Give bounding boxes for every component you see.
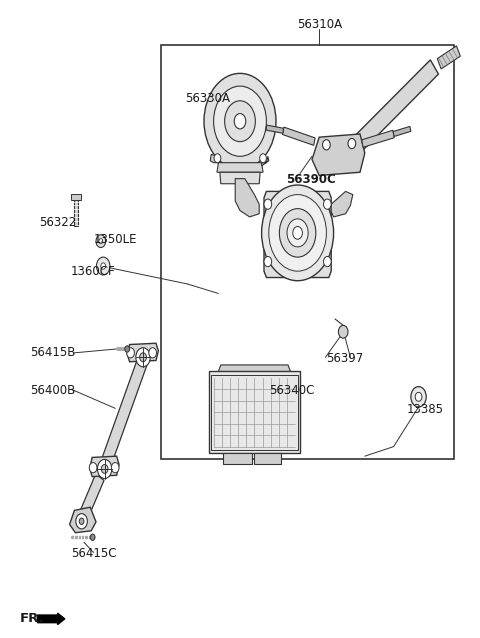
Text: 56340C: 56340C	[269, 384, 314, 397]
Circle shape	[214, 86, 266, 156]
Circle shape	[293, 226, 302, 239]
Polygon shape	[362, 130, 394, 147]
Text: 1350LE: 1350LE	[94, 233, 137, 246]
Text: 56322: 56322	[39, 216, 77, 228]
Circle shape	[338, 325, 348, 338]
Circle shape	[140, 353, 146, 362]
Polygon shape	[235, 179, 259, 217]
Polygon shape	[262, 156, 269, 166]
Polygon shape	[264, 191, 331, 278]
Circle shape	[89, 463, 97, 473]
Circle shape	[79, 518, 84, 524]
Circle shape	[96, 257, 110, 275]
Polygon shape	[100, 359, 147, 470]
Bar	[211, 375, 298, 450]
Polygon shape	[282, 127, 315, 145]
FancyArrow shape	[37, 613, 65, 625]
Circle shape	[125, 346, 130, 352]
Circle shape	[97, 459, 112, 478]
Text: 56415C: 56415C	[71, 547, 117, 560]
Polygon shape	[220, 172, 260, 184]
Polygon shape	[331, 191, 353, 217]
Polygon shape	[223, 453, 252, 464]
Circle shape	[204, 73, 276, 169]
Circle shape	[76, 514, 87, 529]
Polygon shape	[254, 453, 281, 464]
Polygon shape	[74, 199, 78, 226]
Text: 1360CF: 1360CF	[71, 265, 116, 278]
Circle shape	[136, 348, 150, 367]
Circle shape	[225, 101, 255, 142]
Polygon shape	[342, 60, 438, 163]
Bar	[209, 371, 300, 453]
Polygon shape	[127, 343, 158, 362]
Circle shape	[279, 209, 316, 257]
Text: 56390C: 56390C	[286, 174, 336, 186]
Text: 56400B: 56400B	[30, 384, 75, 397]
Circle shape	[262, 185, 334, 281]
Circle shape	[101, 464, 108, 473]
Text: 56397: 56397	[326, 352, 364, 365]
Circle shape	[324, 256, 331, 267]
Text: 13385: 13385	[407, 403, 444, 416]
Circle shape	[90, 534, 95, 540]
Circle shape	[99, 239, 103, 244]
Text: 56310A: 56310A	[297, 18, 342, 31]
Circle shape	[323, 140, 330, 150]
Circle shape	[324, 199, 331, 209]
Polygon shape	[218, 365, 290, 371]
Circle shape	[101, 263, 106, 269]
Circle shape	[260, 154, 266, 163]
Text: 56330A: 56330A	[185, 93, 230, 105]
Circle shape	[234, 114, 246, 129]
Polygon shape	[217, 163, 263, 172]
Circle shape	[348, 138, 356, 149]
Circle shape	[269, 195, 326, 271]
Circle shape	[149, 348, 156, 358]
Circle shape	[264, 199, 272, 209]
Circle shape	[214, 154, 221, 163]
Polygon shape	[312, 134, 365, 175]
Circle shape	[111, 463, 119, 473]
Circle shape	[96, 235, 106, 248]
Polygon shape	[210, 154, 218, 163]
Circle shape	[415, 392, 422, 401]
Circle shape	[127, 348, 134, 358]
Text: FR.: FR.	[20, 612, 45, 625]
Polygon shape	[393, 126, 411, 137]
Bar	[71, 194, 81, 200]
Polygon shape	[78, 474, 104, 521]
Polygon shape	[70, 507, 96, 533]
Bar	[161, 45, 454, 459]
Polygon shape	[437, 46, 460, 69]
Polygon shape	[90, 456, 119, 477]
Circle shape	[264, 256, 272, 267]
Circle shape	[287, 219, 308, 247]
Circle shape	[411, 387, 426, 407]
Polygon shape	[266, 125, 284, 133]
Text: 56415B: 56415B	[30, 346, 76, 359]
